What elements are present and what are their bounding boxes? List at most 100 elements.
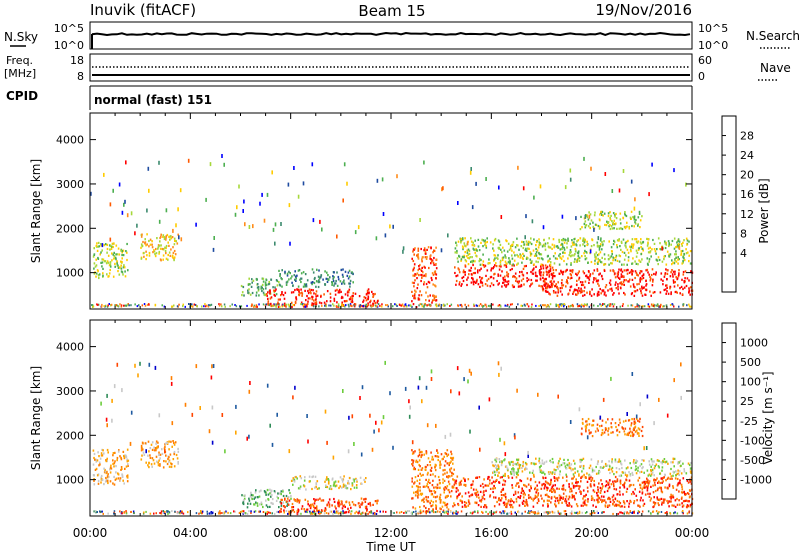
- cell-0-6-44: [507, 280, 510, 283]
- cell-1-6-557: [593, 484, 596, 487]
- cell-0-8-158: [682, 241, 684, 244]
- cell-1-1-34: [162, 466, 165, 469]
- cell-0-8-262: [571, 239, 573, 242]
- cell-0-7-105: [626, 268, 629, 271]
- cell-0-8-632: [602, 243, 604, 246]
- cell-1-3-77: [357, 502, 360, 505]
- speck-1-51: [467, 379, 469, 384]
- cell-1-6-226: [507, 476, 510, 479]
- cell-1-6-569: [467, 499, 470, 502]
- cell-1-8-98: [640, 429, 643, 433]
- cell-0-8-515: [685, 237, 688, 240]
- nsky-tick-bottom: 10^0: [54, 39, 84, 52]
- cell-0-5-68: [412, 259, 415, 263]
- cell-1-6-208: [534, 486, 537, 489]
- cell-1-8-71: [618, 430, 621, 434]
- cell-1-6-310: [584, 503, 586, 506]
- cell-0-7-35: [612, 293, 614, 296]
- cell-1-6-172: [471, 483, 474, 486]
- cell-1-1-29: [148, 450, 150, 453]
- cell-0-3-146: [346, 291, 349, 294]
- ground-0-379: [282, 304, 284, 307]
- cell-1-6-675: [461, 505, 464, 508]
- cell-0-8-578: [462, 238, 464, 241]
- cell-1-7-198: [619, 460, 622, 463]
- ground-0-174: [602, 303, 604, 305]
- cell-0-8-313: [482, 239, 485, 242]
- cell-1-6-460: [678, 490, 680, 493]
- cell-0-3-66: [323, 301, 326, 304]
- ground-0-23: [253, 304, 256, 307]
- ground-0-364: [442, 304, 445, 307]
- cell-0-8-354: [522, 252, 524, 255]
- cell-0-8-123: [523, 243, 526, 246]
- cell-0-5-99: [433, 256, 435, 260]
- cell-0-6-188: [486, 269, 489, 272]
- cell-0-8-490: [519, 256, 522, 259]
- cell-0-7-18: [685, 284, 688, 288]
- cell-1-5-56: [412, 497, 414, 500]
- cell-1-4-38: [327, 479, 330, 482]
- cell-0-0-109: [102, 274, 104, 277]
- speck-1-61: [221, 413, 224, 417]
- cell-0-8-207: [573, 260, 576, 263]
- cell-0-0-23: [102, 272, 104, 275]
- cell-1-5-83: [417, 455, 420, 458]
- freq-strip: Freq. [MHz] 18 8 60 0 Nave: [4, 53, 791, 83]
- cell-0-8-391: [557, 246, 560, 249]
- cell-0-6-134: [471, 276, 473, 280]
- cell-0-4-3: [312, 271, 315, 274]
- ground-0-163: [418, 304, 420, 307]
- cell-0-8-621: [657, 237, 660, 240]
- cell-0-8-221: [519, 253, 521, 256]
- cell-0-1-24: [148, 251, 151, 255]
- cell-0-7-87: [582, 270, 585, 273]
- cell-0-1-57: [160, 233, 162, 236]
- cell-0-8-191: [586, 243, 588, 247]
- speck-0-96: [261, 192, 263, 197]
- cell-1-3-37: [283, 509, 285, 512]
- cell-0-6-117: [540, 267, 542, 270]
- cell-1-6-669: [545, 493, 548, 497]
- cell-1-6-382: [525, 498, 528, 502]
- cell-1-5-114: [439, 493, 442, 496]
- cell-1-2-61: [260, 489, 262, 492]
- cell-1-3-116: [304, 498, 307, 501]
- cell-0-7-359: [629, 285, 632, 288]
- cell-0-4-90: [284, 272, 286, 275]
- cell-0-1-3: [153, 250, 156, 253]
- cell-1-6-528: [498, 481, 501, 484]
- cell-1-5-71: [431, 455, 434, 458]
- cell-1-0-111: [92, 449, 95, 452]
- speck-0-55: [177, 207, 179, 212]
- cell-1-7-233: [591, 470, 594, 473]
- cell-0-7-177: [616, 275, 619, 278]
- speck-1-55: [199, 406, 201, 410]
- cell-1-4-48: [303, 479, 306, 482]
- cell-0-6-85: [455, 279, 458, 283]
- cell-1-7-219: [635, 459, 637, 462]
- cell-0-8-253: [516, 263, 518, 266]
- cell-1-0-24: [114, 460, 116, 463]
- cell-0-9-79: [629, 216, 632, 219]
- ground-0-395: [171, 305, 173, 308]
- cell-0-2-63: [252, 279, 255, 282]
- cell-0-5-126: [430, 260, 433, 263]
- cell-0-8-233: [571, 254, 573, 257]
- cell-0-1-8: [170, 235, 172, 238]
- cell-0-4-129: [343, 282, 346, 285]
- cell-1-0-87: [125, 454, 127, 457]
- cell-1-7-278: [589, 474, 591, 477]
- cell-1-6-495: [499, 499, 502, 502]
- cell-0-1-36: [164, 249, 167, 253]
- cell-0-8-529: [627, 256, 630, 259]
- cell-1-6-331: [668, 505, 670, 508]
- cell-0-8-559: [594, 259, 596, 262]
- cell-1-1-31: [171, 445, 173, 448]
- cell-1-7-298: [608, 468, 611, 471]
- cell-1-5-160: [424, 485, 426, 488]
- cell-1-5-177: [411, 449, 413, 452]
- cell-1-2-84: [256, 496, 259, 499]
- cell-1-2-41: [282, 494, 285, 498]
- cell-0-7-285: [547, 290, 549, 293]
